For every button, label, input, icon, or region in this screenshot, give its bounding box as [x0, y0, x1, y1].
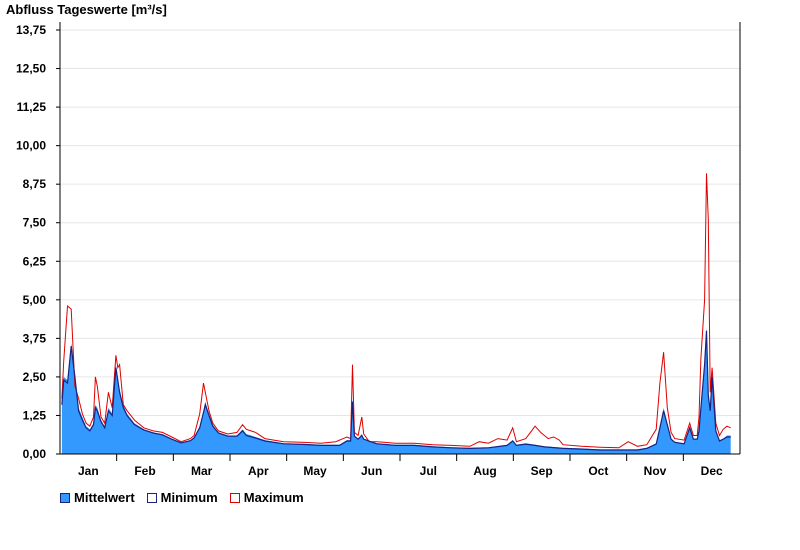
x-tick-label: Apr	[248, 464, 269, 478]
legend-label-maximum: Maximum	[243, 490, 304, 505]
series-maximum-line	[61, 173, 731, 449]
y-tick-label: 8,75	[23, 177, 47, 191]
x-tick-label: Jun	[361, 464, 382, 478]
x-tick-label: Dec	[701, 464, 723, 478]
legend-swatch-maximum	[229, 492, 240, 503]
legend-label-minimum: Minimum	[160, 490, 218, 505]
legend-label-mittelwert: Mittelwert	[74, 490, 135, 505]
y-tick-label: 11,25	[17, 100, 47, 114]
x-tick-label: Feb	[134, 464, 155, 478]
legend-swatch-minimum	[146, 492, 157, 503]
chart-plot: 0,00 1,25 2,50 3,75 5,00 6,25 7,50 8,75 10,00 11,…	[16, 22, 741, 478]
series-mittelwert-area	[61, 327, 731, 454]
series-layer	[61, 173, 731, 454]
y-tick-label: 10,00	[16, 139, 46, 153]
grid-lines	[60, 29, 740, 416]
legend-item-minimum: Minimum	[146, 490, 218, 505]
x-tick-label: Aug	[473, 464, 496, 478]
chart-title: Abfluss Tageswerte [m³/s]	[6, 2, 167, 17]
y-tick-label: 13,75	[16, 23, 46, 37]
x-tick-label: May	[303, 464, 327, 478]
legend-item-mittelwert: Mittelwert	[60, 490, 135, 505]
y-tick-label: 6,25	[23, 254, 47, 268]
y-tick-label: 12,50	[16, 62, 46, 76]
y-tick-label: 5,00	[23, 293, 47, 307]
y-tick-label: 0,00	[23, 447, 47, 461]
y-tick-label: 7,50	[23, 216, 47, 230]
series-minimum-line	[61, 330, 731, 451]
x-tick-label: Oct	[588, 464, 608, 478]
y-tick-label: 2,50	[23, 370, 47, 384]
y-axis-labels: 0,00 1,25 2,50 3,75 5,00 6,25 7,50 8,75 10,00 11,…	[16, 23, 46, 461]
x-tick-label: Sep	[531, 464, 553, 478]
x-tick-label: Jan	[78, 464, 99, 478]
legend-swatch-mittelwert	[60, 492, 70, 503]
y-tick-label: 1,25	[23, 408, 47, 422]
x-tick-label: Mar	[191, 464, 213, 478]
axes	[56, 22, 741, 461]
x-axis-labels: Jan Feb Mar Apr May Jun Jul Aug Sep Oct Nov Dec	[78, 464, 723, 478]
y-tick-label: 3,75	[23, 331, 47, 345]
legend-item-maximum: Maximum	[229, 490, 304, 505]
x-tick-label: Jul	[420, 464, 437, 478]
x-tick-label: Nov	[644, 464, 667, 478]
legend: Mittelwert Minimum Maximum	[60, 490, 316, 505]
